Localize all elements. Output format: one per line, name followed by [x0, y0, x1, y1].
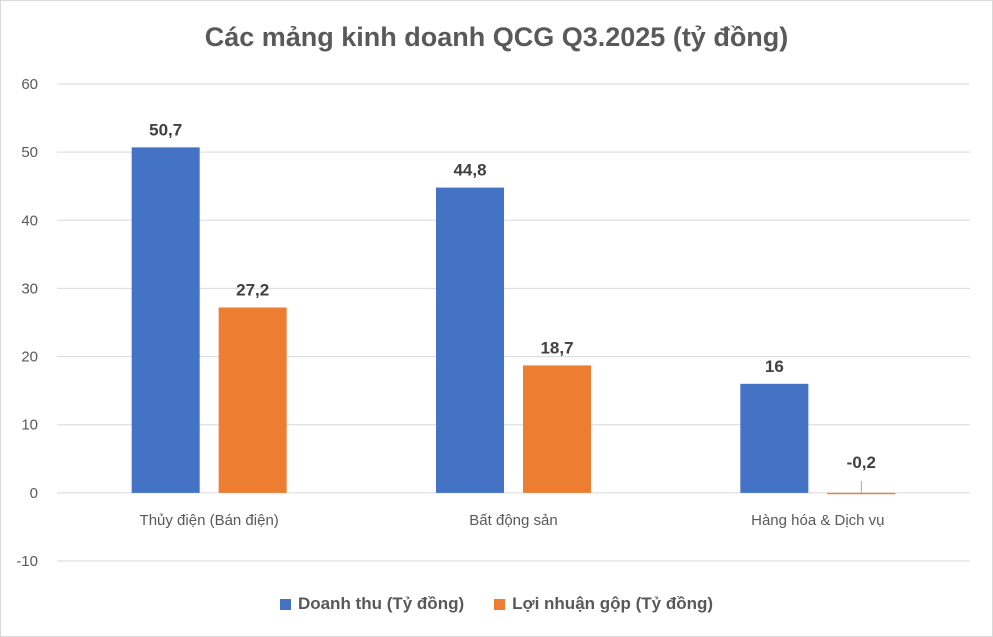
x-category-label: Bất động sản	[469, 512, 557, 529]
y-tick-label: -10	[16, 553, 38, 570]
legend-swatch-gross-profit	[494, 598, 506, 610]
legend-item-revenue: Doanh thu (Tỷ đồng)	[279, 594, 465, 614]
legend-swatch-revenue	[279, 598, 291, 610]
bar-revenue	[740, 383, 809, 493]
legend: Doanh thu (Tỷ đồng) Lợi nhuận gộp (Tỷ đồ…	[0, 594, 993, 614]
legend-label-gross-profit: Lợi nhuận gộp (Tỷ đồng)	[512, 594, 714, 613]
x-category-label: Thủy điện (Bán điện)	[140, 512, 279, 529]
data-label: 50,7	[149, 120, 182, 139]
data-label: 27,2	[236, 281, 269, 300]
bar-gross-profit	[827, 492, 896, 495]
data-label: 18,7	[540, 338, 573, 357]
x-category-label: Hàng hóa & Dịch vụ	[751, 512, 884, 529]
y-tick-label: 40	[21, 212, 38, 229]
y-tick-label: 0	[30, 485, 38, 502]
chart-title: Các mảng kinh doanh QCG Q3.2025 (tỷ đồng…	[204, 22, 789, 52]
y-tick-label: 60	[21, 76, 38, 93]
bar-gross-profit	[523, 365, 591, 493]
y-tick-label: 50	[21, 144, 38, 161]
data-label: 16	[765, 357, 784, 376]
y-tick-label: 30	[21, 280, 38, 297]
bar-revenue	[131, 147, 200, 493]
y-tick-label: 10	[21, 417, 38, 434]
legend-label-revenue: Doanh thu (Tỷ đồng)	[297, 594, 465, 613]
y-tick-label: 20	[21, 349, 38, 366]
legend-item-gross-profit: Lợi nhuận gộp (Tỷ đồng)	[494, 594, 713, 614]
data-label: 44,8	[453, 161, 486, 180]
bar-gross-profit	[218, 307, 287, 493]
data-label: -0,2	[847, 453, 876, 472]
bar-revenue	[436, 187, 504, 493]
